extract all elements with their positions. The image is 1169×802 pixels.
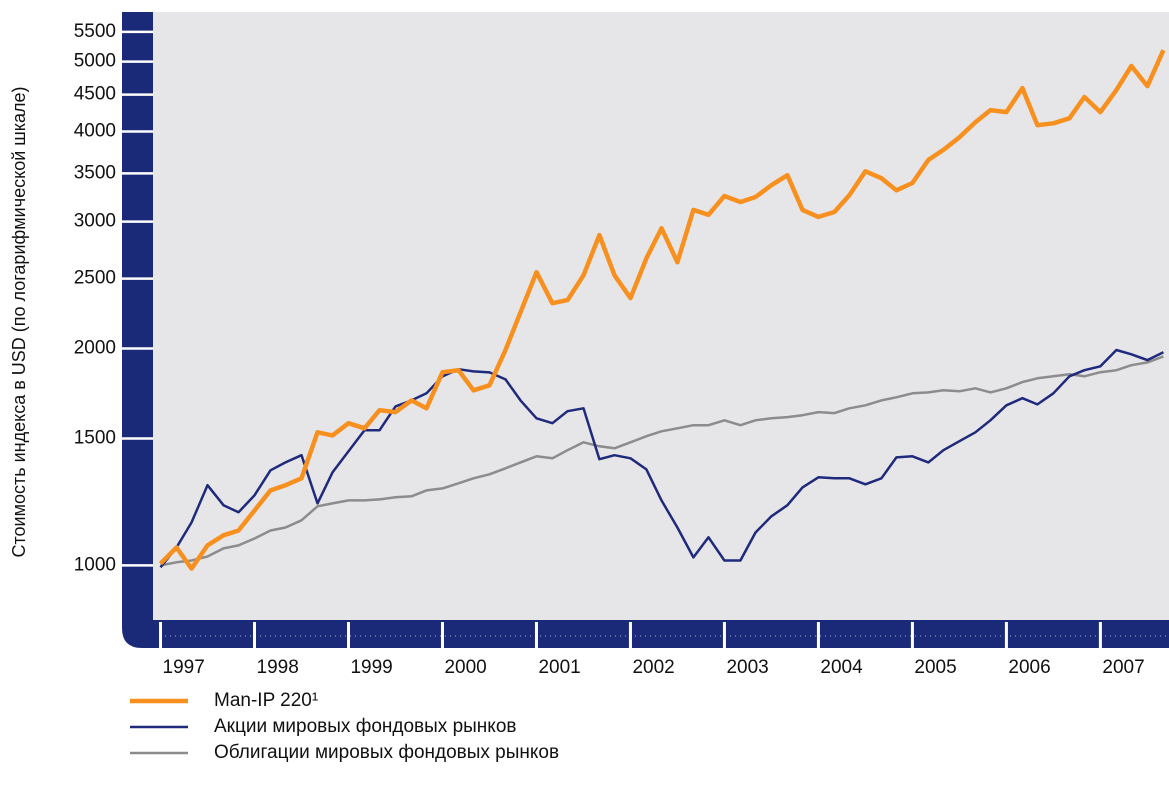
series-line	[160, 355, 1164, 567]
x-tick-label: 1998	[257, 657, 299, 678]
series-layer	[158, 49, 1166, 571]
x-tick-label: 2005	[914, 657, 956, 678]
y-tick-label: 2500	[74, 268, 116, 289]
x-tick-label: 2006	[1008, 657, 1050, 678]
x-tick-label: 2004	[820, 657, 863, 678]
legend-label: Облигации мировых фондовых рынков	[214, 742, 559, 763]
series-line	[159, 348, 1164, 569]
y-tick-label: 4500	[74, 84, 116, 105]
y-tick-label: 3500	[74, 162, 116, 183]
x-tick-label: 1997	[163, 657, 205, 678]
x-tick-label: 2001	[538, 657, 580, 678]
y-tick-label: 2000	[74, 337, 116, 358]
plot-area	[153, 12, 1169, 620]
y-axis-title: Стоимость индекса в USD (по логарифмичес…	[9, 87, 29, 558]
series-line	[158, 49, 1166, 571]
x-tick-label: 2002	[632, 657, 674, 678]
y-tick-label: 5500	[74, 21, 116, 42]
y-tick-label: 3000	[74, 211, 116, 232]
y-tick-label: 5000	[74, 51, 116, 72]
x-tick-label: 2003	[726, 657, 768, 678]
y-tick-label: 1500	[74, 428, 116, 449]
legend-label: Man-IP 220¹	[214, 690, 318, 711]
y-tick-label: 4000	[74, 121, 116, 142]
x-tick-label: 1999	[350, 657, 392, 678]
y-tick-label: 1000	[74, 554, 116, 575]
legend-label: Акции мировых фондовых рынков	[214, 716, 517, 737]
x-tick-label: 2007	[1102, 657, 1144, 678]
x-tick-label: 2000	[444, 657, 486, 678]
